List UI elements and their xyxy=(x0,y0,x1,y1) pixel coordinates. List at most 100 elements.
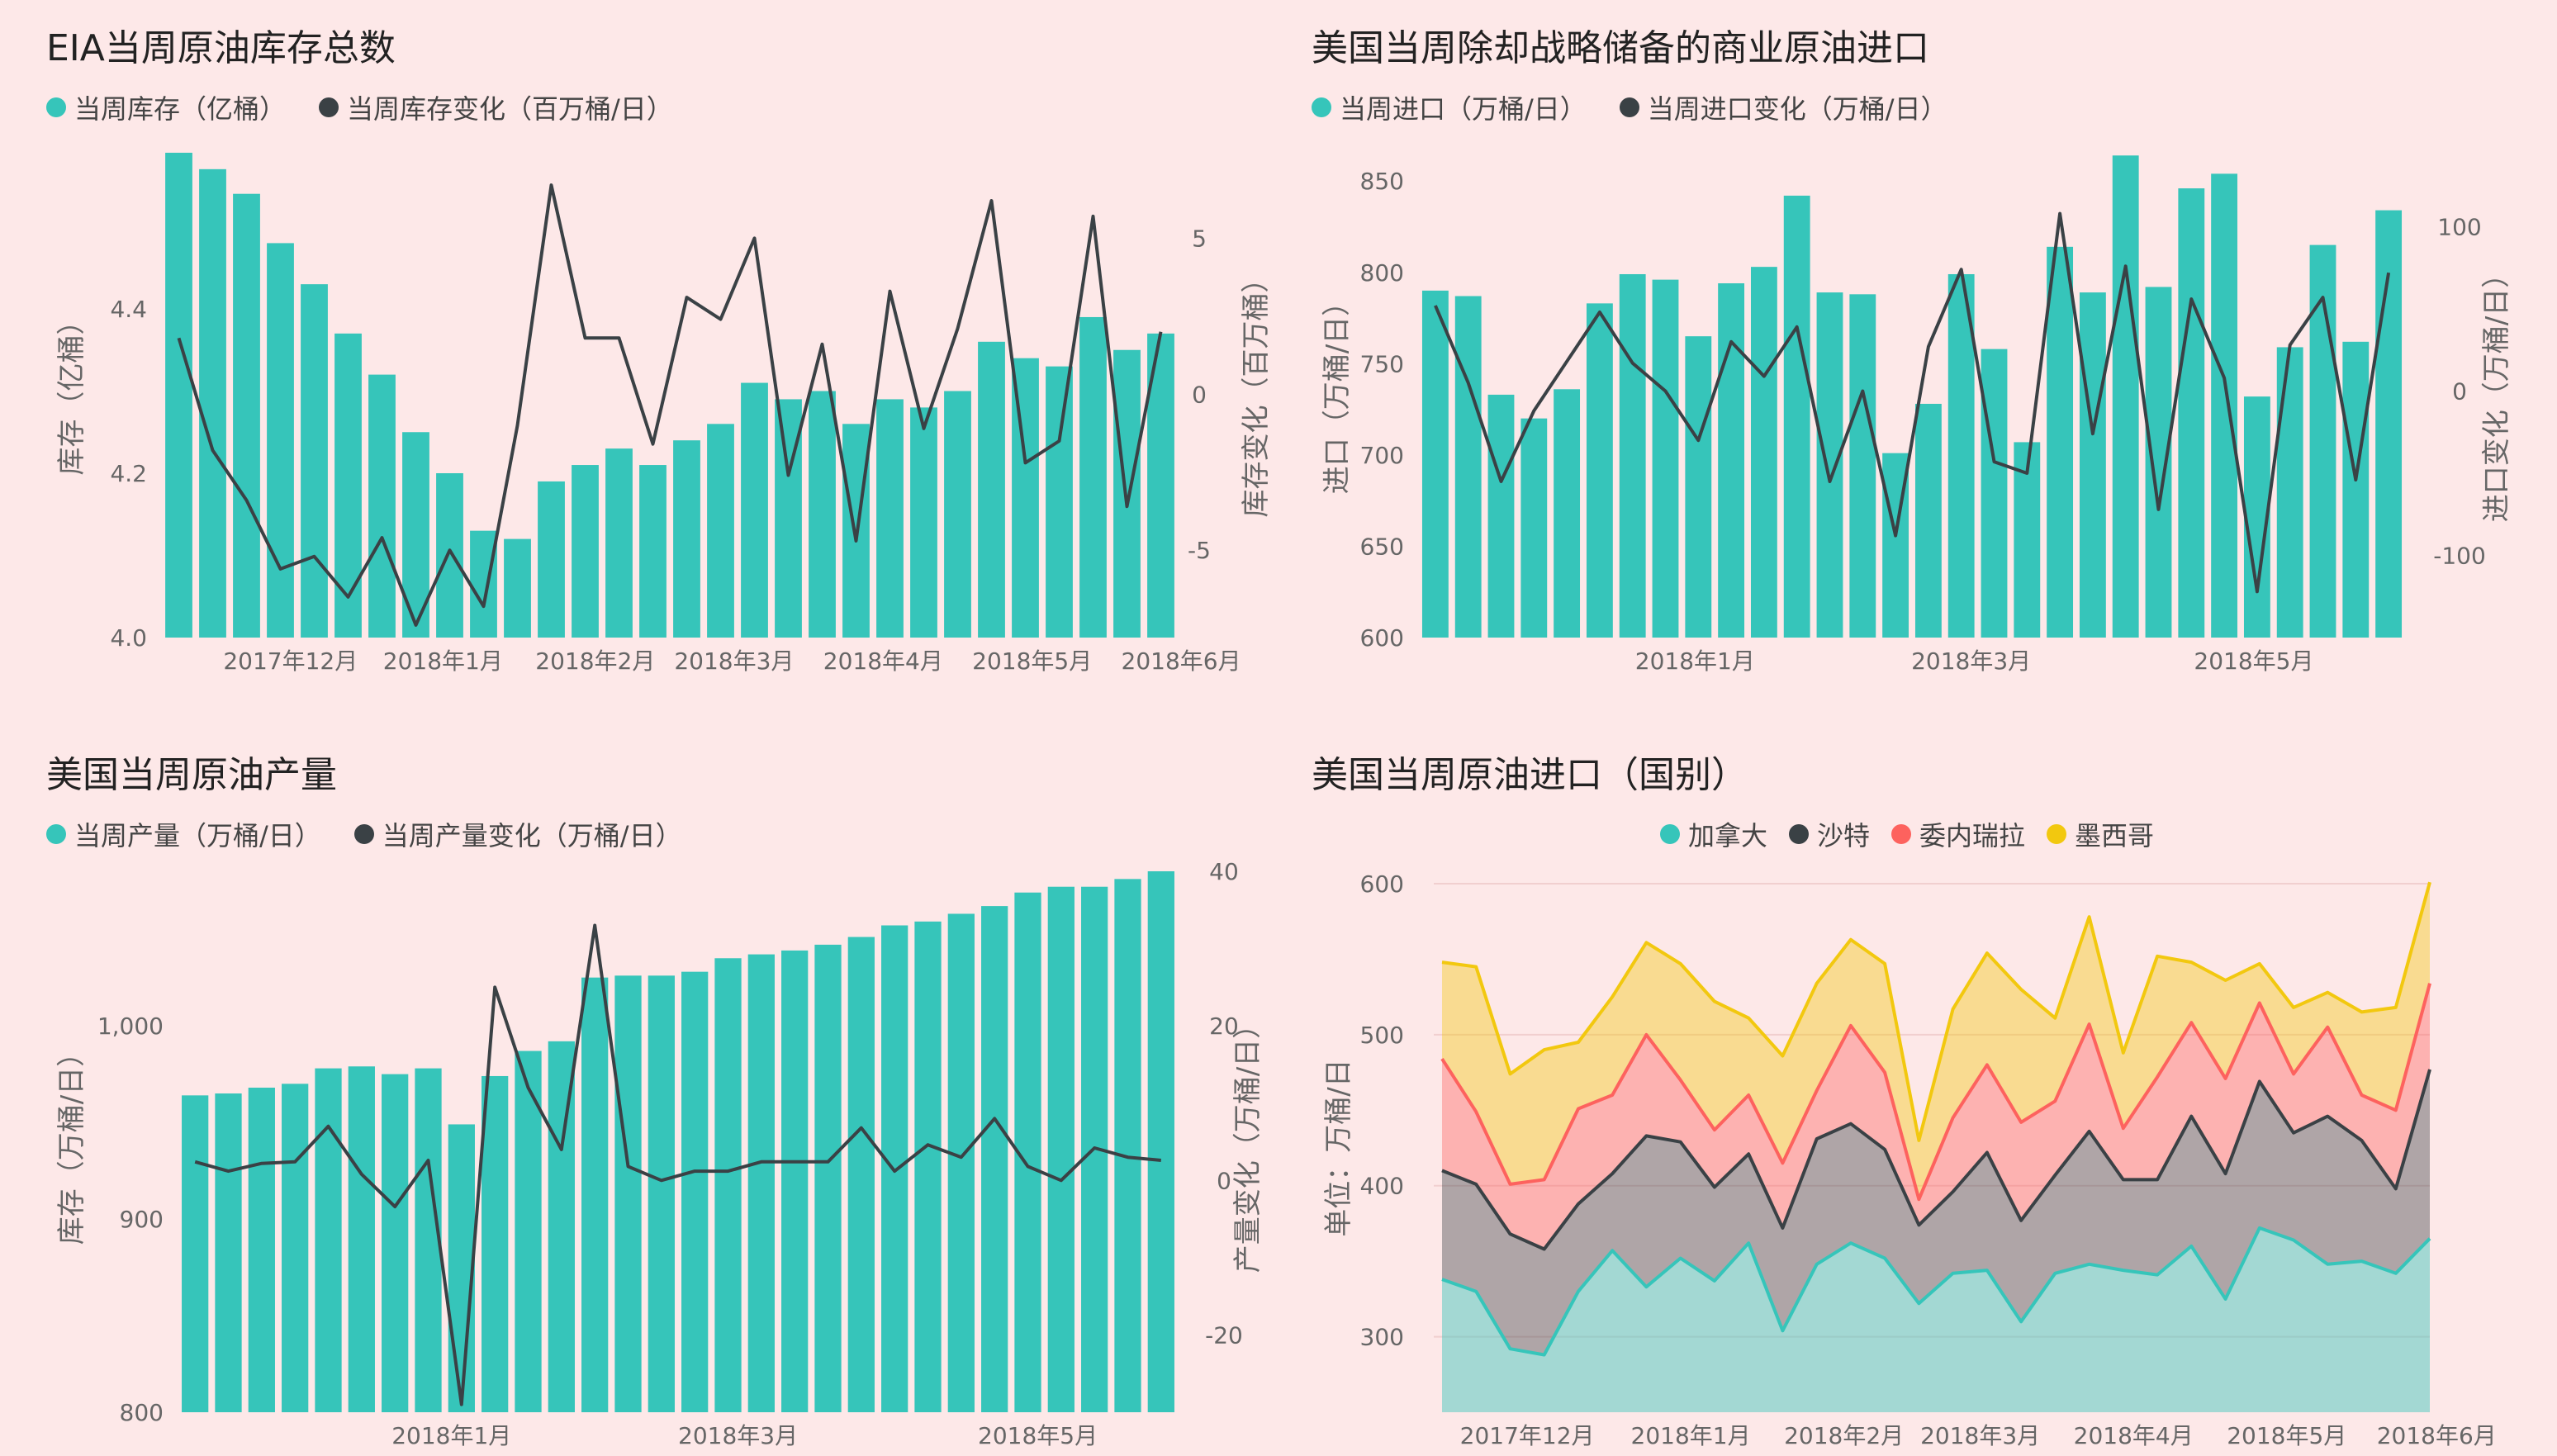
bar xyxy=(1849,294,1876,638)
bar xyxy=(436,473,463,638)
chart-plot-imports: 600 650 700 750 800 850 -100 0 100 2018年1月 2018年3月… xyxy=(1321,155,2513,675)
chart-plot-production: 800 900 1,000 -20 0 20 40 2018年1月 2018年3月 2018年5月… xyxy=(55,858,1264,1449)
bar xyxy=(614,975,642,1412)
chart-panel-imports-by-country: 美国当周原油进口（国别） 加拿大 沙特 委内瑞拉 墨西哥 300 400 500 60… xyxy=(1280,727,2552,1454)
legend-item-line[interactable]: 当周库存变化（百万桶/日） xyxy=(319,88,673,126)
y2-tick-label: 5 xyxy=(1192,225,1207,252)
x-tick-label: 2018年5月 xyxy=(978,1422,1098,1449)
legend-swatch xyxy=(1891,824,1912,844)
chart-panel-imports: 美国当周除却战略储备的商业原油进口 当周进口（万桶/日） 当周进口变化（万桶/日… xyxy=(1280,0,2552,727)
bar xyxy=(2112,155,2139,638)
y-tick-label: 600 xyxy=(1360,870,1404,898)
legend-swatch xyxy=(46,824,66,844)
bar xyxy=(1783,195,1810,638)
x-tick-label: 2018年1月 xyxy=(391,1422,511,1449)
bar xyxy=(876,399,904,638)
y2-tick-label: 40 xyxy=(1209,858,1239,885)
y-tick-label: 500 xyxy=(1360,1022,1404,1049)
chart-title: 美国当周除却战略储备的商业原油进口 xyxy=(1312,27,1929,69)
bar xyxy=(382,1074,409,1412)
chart-plot-imports-by-country: 300 400 500 600 2017年12月 2018年1月 2018年2月 2018年3… xyxy=(1322,870,2497,1449)
series-line-1 xyxy=(1441,1069,2431,1251)
y-tick-label: 850 xyxy=(1360,168,1404,195)
chart-plot-inventory: 4.0 4.2 4.4 -5 0 5 2017年12月 2018年1月 2018年2月 2018年… xyxy=(55,152,1273,675)
y2-tick-label: 100 xyxy=(2437,214,2481,241)
chart-legend: 当周库存（亿桶） 当周库存变化（百万桶/日） xyxy=(46,86,673,129)
bar xyxy=(714,958,742,1412)
bar xyxy=(199,168,226,638)
y-tick-label: 800 xyxy=(120,1399,164,1426)
legend-item-bars[interactable]: 当周进口（万桶/日） xyxy=(1312,88,1587,126)
chart-title: EIA当周原油库存总数 xyxy=(46,27,396,69)
area-0 xyxy=(1442,1227,2430,1412)
y-tick-label: 300 xyxy=(1360,1324,1404,1351)
legend-swatch xyxy=(46,97,66,117)
bar xyxy=(1421,290,1449,638)
x-tick-label: 2018年3月 xyxy=(674,647,794,675)
x-tick-label: 2018年5月 xyxy=(2194,647,2313,675)
bar xyxy=(681,971,709,1412)
legend-item-canada[interactable]: 加拿大 xyxy=(1660,815,1767,853)
legend-swatch xyxy=(1789,824,1810,844)
y2-axis-title: 进口变化（万桶/日） xyxy=(2480,260,2513,522)
bar xyxy=(781,950,809,1412)
area-2 xyxy=(1442,983,2430,1250)
bar xyxy=(747,954,775,1412)
x-tick-label: 2018年6月 xyxy=(2377,1422,2497,1449)
bar xyxy=(944,391,971,638)
bar xyxy=(348,1066,375,1412)
legend-swatch xyxy=(1619,97,1639,117)
bar xyxy=(910,407,937,638)
y2-axis-title: 产量变化（万桶/日） xyxy=(1231,1011,1264,1273)
bar xyxy=(2276,347,2303,638)
x-tick-label: 2018年2月 xyxy=(535,647,655,675)
chart-title: 美国当周原油进口（国别） xyxy=(1312,754,1748,796)
bar xyxy=(267,243,294,638)
bar xyxy=(233,193,260,638)
x-tick-label: 2018年3月 xyxy=(1911,647,2031,675)
y2-tick-label: 0 xyxy=(1217,1167,1231,1194)
legend-item-saudi[interactable]: 沙特 xyxy=(1789,815,1870,853)
bar xyxy=(1750,267,1777,638)
legend-item-bars[interactable]: 当周库存（亿桶） xyxy=(46,88,286,126)
series-line xyxy=(194,923,1161,1406)
bar xyxy=(847,937,875,1412)
legend-label: 当周进口（万桶/日） xyxy=(1340,93,1587,125)
legend-item-line[interactable]: 当周产量变化（万桶/日） xyxy=(353,815,682,853)
legend-label: 当周产量（万桶/日） xyxy=(74,820,321,851)
bar xyxy=(315,1068,342,1412)
legend-label: 当周进口变化（万桶/日） xyxy=(1647,93,1947,125)
y2-tick-label: 0 xyxy=(2452,378,2467,405)
y-tick-label: 4.2 xyxy=(110,460,147,487)
bar xyxy=(165,152,192,638)
bar xyxy=(572,465,599,638)
bar xyxy=(707,424,734,638)
bar xyxy=(334,333,362,638)
legend-swatch xyxy=(319,97,339,117)
y-tick-label: 600 xyxy=(1360,624,1404,652)
area-1 xyxy=(1442,1069,2430,1355)
bar xyxy=(1718,283,1745,638)
legend-item-venezuela[interactable]: 委内瑞拉 xyxy=(1891,815,2025,853)
bar xyxy=(978,341,1005,638)
bar xyxy=(2079,292,2106,638)
y-tick-label: 900 xyxy=(120,1206,164,1233)
y-tick-label: 400 xyxy=(1360,1173,1404,1200)
chart-legend: 当周进口（万桶/日） 当周进口变化（万桶/日） xyxy=(1312,86,1947,129)
legend-label: 当周库存（亿桶） xyxy=(74,93,287,125)
bar xyxy=(448,1124,475,1412)
x-tick-label: 2017年12月 xyxy=(1460,1422,1595,1449)
bar xyxy=(182,1095,209,1412)
legend-swatch xyxy=(353,824,374,844)
legend-item-bars[interactable]: 当周产量（万桶/日） xyxy=(46,815,321,853)
legend-item-mexico[interactable]: 墨西哥 xyxy=(2047,815,2154,853)
y-tick-label: 4.0 xyxy=(110,624,147,652)
bar xyxy=(1586,303,1613,638)
legend-label: 加拿大 xyxy=(1688,820,1768,851)
legend-label: 当周库存变化（百万桶/日） xyxy=(347,93,673,125)
bar xyxy=(673,440,700,638)
legend-item-line[interactable]: 当周进口变化（万桶/日） xyxy=(1619,88,1947,126)
bar xyxy=(1947,273,1975,638)
bar xyxy=(1619,273,1646,638)
x-tick-label: 2018年3月 xyxy=(678,1422,798,1449)
